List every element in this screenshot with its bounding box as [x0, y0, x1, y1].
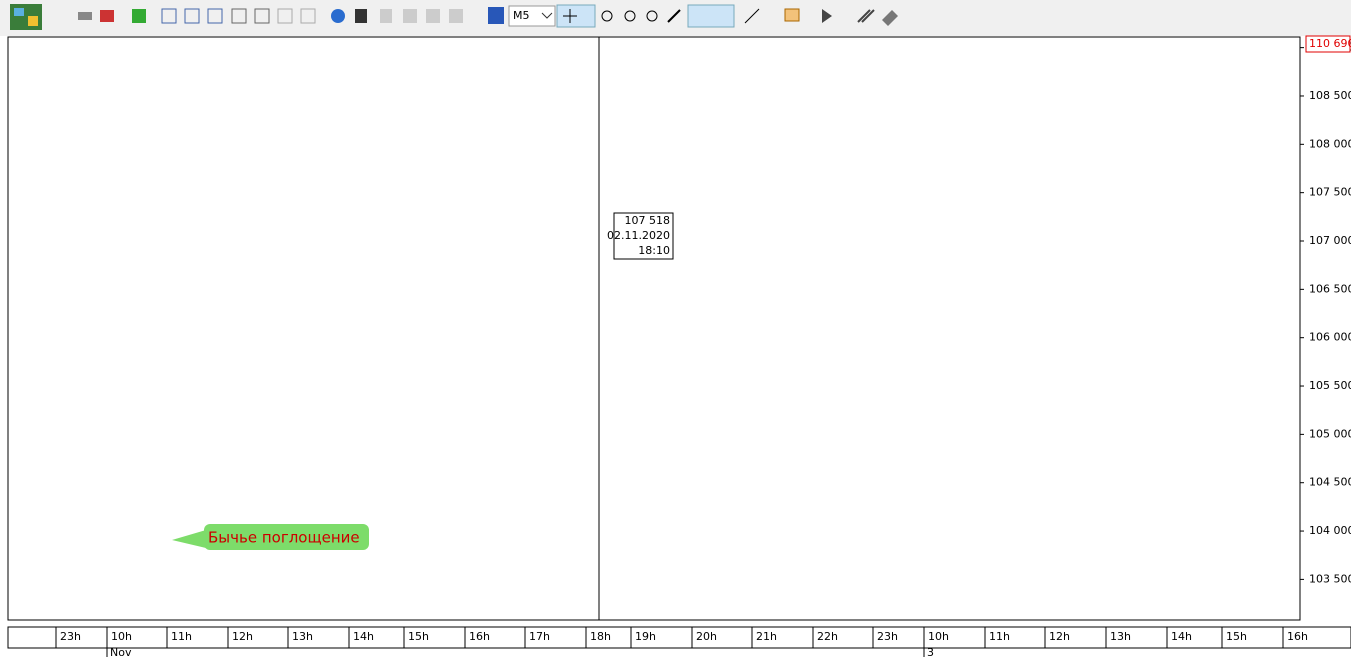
- y-tick-label: 104 500: [1309, 476, 1351, 489]
- x-tick-label: 14h: [1171, 630, 1192, 643]
- price-marker-box: [1305, 35, 1351, 53]
- tool-icon[interactable]: [161, 8, 177, 24]
- tool-icon[interactable]: [100, 10, 114, 22]
- tool-icon[interactable]: [403, 9, 417, 23]
- tool-icon[interactable]: [857, 9, 875, 23]
- tool-icon[interactable]: [667, 9, 681, 23]
- price-marker-label: 110 690: [1309, 37, 1351, 50]
- x-tick-label: 10h: [111, 630, 132, 643]
- date-label: Nov: [110, 646, 132, 657]
- tool-icon[interactable]: [449, 9, 463, 23]
- tool-icon[interactable]: [784, 8, 800, 22]
- tool-icon[interactable]: [184, 8, 200, 24]
- tool-icon[interactable]: [380, 9, 392, 23]
- x-tick-label: 20h: [696, 630, 717, 643]
- hand-buttons[interactable]: [687, 4, 735, 28]
- x-tick-label: 16h: [469, 630, 490, 643]
- y-tick-label: 106 000: [1309, 331, 1351, 344]
- x-tick-label: 19h: [635, 630, 656, 643]
- tooltip-box: [613, 212, 674, 260]
- tool-icon[interactable]: [646, 10, 658, 22]
- y-tick-label: 105 500: [1309, 379, 1351, 392]
- y-tick-label: 107 000: [1309, 234, 1351, 247]
- annotation-pointer: [172, 530, 206, 548]
- x-tick-label: 11h: [989, 630, 1010, 643]
- line-tool[interactable]: [744, 8, 760, 24]
- tool-icon[interactable]: [882, 10, 898, 26]
- x-tick-label: 16h: [1287, 630, 1308, 643]
- y-tick-label: 105 000: [1309, 427, 1351, 440]
- x-tick-label: 17h: [529, 630, 550, 643]
- y-tick-label: 108 500: [1309, 89, 1351, 102]
- tool-icon[interactable]: [355, 9, 367, 23]
- tool-icon[interactable]: [426, 9, 440, 23]
- x-tick-label: 12h: [232, 630, 253, 643]
- tool-icon[interactable]: [624, 10, 636, 22]
- crosshair-icon: [563, 9, 577, 23]
- tooltip-time: 18:10: [638, 244, 670, 257]
- axes: 103 500 104 000 104 500 105 000 105 500 106 0…: [55, 41, 1351, 659]
- x-tick-label: 18h: [590, 630, 611, 643]
- toolbar: [0, 0, 1351, 36]
- time-axis-frame: [7, 626, 1351, 649]
- x-tick-label: 13h: [1110, 630, 1131, 643]
- tool-icon[interactable]: [601, 10, 613, 22]
- y-tick-label: 103 500: [1309, 572, 1351, 585]
- x-tick-label: 15h: [408, 630, 429, 643]
- tool-icon[interactable]: [132, 9, 146, 23]
- x-tick-label: 10h: [928, 630, 949, 643]
- annotation: Бычье поглощение: [172, 524, 369, 550]
- tool-icon[interactable]: [78, 12, 92, 20]
- dropdown-arrow: [541, 12, 553, 19]
- tool-icon[interactable]: [488, 7, 504, 24]
- x-tick-label: 23h: [877, 630, 898, 643]
- timeframe-value: M5: [513, 9, 530, 22]
- plot-frame: [7, 36, 1301, 621]
- y-tick-label: 106 500: [1309, 282, 1351, 295]
- annotation-text: Бычье поглощение: [208, 529, 360, 547]
- tooltip-price: 107 518: [625, 214, 671, 227]
- x-tick-label: 15h: [1226, 630, 1247, 643]
- x-tick-label: 23h: [60, 630, 81, 643]
- x-tick-label: 11h: [171, 630, 192, 643]
- y-tick-label: 104 000: [1309, 524, 1351, 537]
- date-label: 3: [927, 646, 934, 657]
- timeframe-select[interactable]: [508, 5, 556, 27]
- tool-icon[interactable]: [300, 8, 316, 24]
- annotation-bubble: [204, 524, 369, 550]
- tool-icon[interactable]: [254, 8, 270, 24]
- tool-icon[interactable]: [822, 9, 832, 23]
- x-tick-label: 21h: [756, 630, 777, 643]
- tooltip-date: 02.11.2020: [607, 229, 670, 242]
- y-tick-label: 107 500: [1309, 186, 1351, 199]
- x-tick-label: 12h: [1049, 630, 1070, 643]
- tooltip: 107 518 02.11.2020 18:10: [607, 212, 674, 260]
- toolbar-icons: M5: [10, 4, 898, 30]
- x-tick-label: 22h: [817, 630, 838, 643]
- y-tick-label: 108 000: [1309, 137, 1351, 150]
- tool-icon[interactable]: [331, 9, 345, 23]
- tool-icon[interactable]: [231, 8, 247, 24]
- tool-icon[interactable]: [277, 8, 293, 24]
- tool-icon[interactable]: [207, 8, 223, 24]
- x-tick-label: 14h: [353, 630, 374, 643]
- x-tick-label: 13h: [292, 630, 313, 643]
